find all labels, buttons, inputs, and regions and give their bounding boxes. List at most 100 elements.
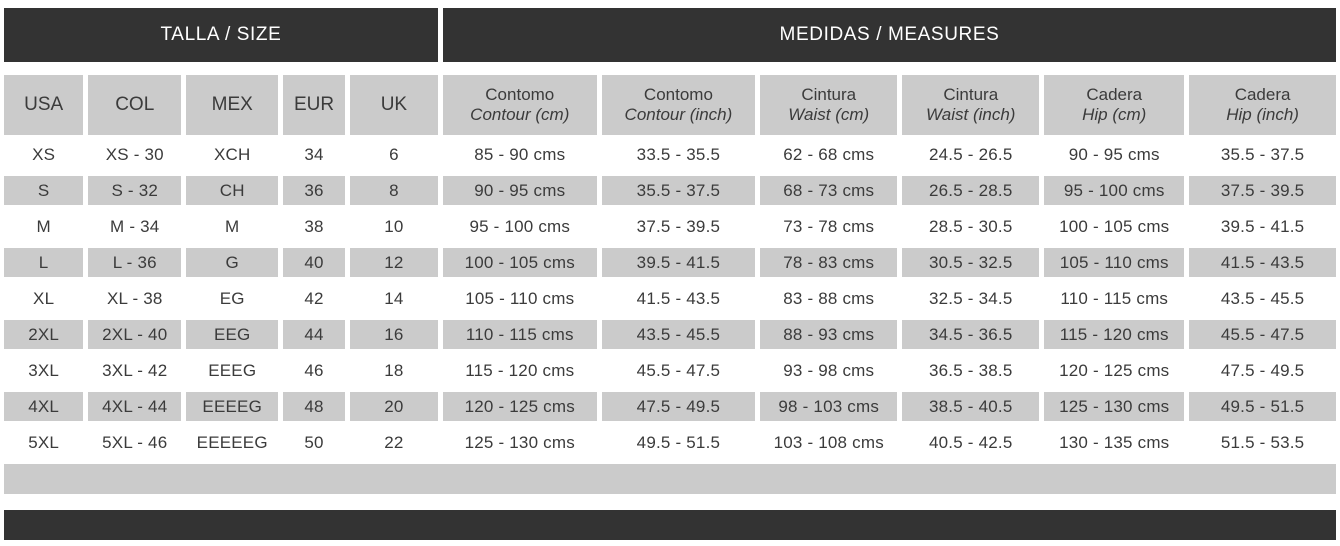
table-cell: 95 - 100 cms xyxy=(469,216,571,236)
column-header-label: Cadera xyxy=(1234,85,1291,104)
table-cell: 36 xyxy=(283,176,345,205)
table-cell: 85 - 90 cms xyxy=(474,144,566,164)
column-header-label: UK xyxy=(380,94,408,115)
column-header-col: COL xyxy=(88,75,182,135)
table-cell: 47.5 - 49.5 xyxy=(601,392,756,421)
table-cell: 98 - 103 cms xyxy=(760,392,898,421)
table-cell: 32.5 - 34.5 xyxy=(929,288,1013,308)
table-cell: 73 - 78 cms xyxy=(783,216,875,236)
table-row: 3XL 3XL - 42 EEEG 46 18 115 - 120 cms 45.5 - 4… xyxy=(4,356,1336,385)
table-cell: 120 - 125 cms xyxy=(1059,360,1170,380)
table-row: XS XS - 30 XCH 34 6 85 - 90 cms 33.5 - 35.5 62 … xyxy=(4,140,1336,169)
table-row: 4XL 4XL - 44 EEEEG 48 20 120 - 125 cms 47.5 - … xyxy=(4,392,1336,421)
table-cell: 30.5 - 32.5 xyxy=(902,248,1040,277)
column-header-hip-cm: Cadera Hip (cm) xyxy=(1044,75,1185,135)
table-cell: EEEEG xyxy=(186,392,279,421)
table-cell: 103 - 108 cms xyxy=(773,432,884,452)
table-cell: XS - 30 xyxy=(105,144,164,164)
table-cell: S xyxy=(4,176,84,205)
table-cell: 46 xyxy=(304,360,324,380)
table-cell: 28.5 - 30.5 xyxy=(929,216,1013,236)
column-header-label: COL xyxy=(115,94,155,115)
table-cell: 26.5 - 28.5 xyxy=(902,176,1040,205)
table-cell: 6 xyxy=(389,144,399,164)
table-cell: 12 xyxy=(349,248,438,277)
table-cell: 44 xyxy=(283,320,345,349)
column-header-label: EUR xyxy=(293,94,335,115)
table-cell: 51.5 - 53.5 xyxy=(1220,432,1305,452)
table-cell: 16 xyxy=(349,320,438,349)
column-header-usa: USA xyxy=(4,75,84,135)
column-header-eur: EUR xyxy=(283,75,345,135)
table-cell: 24.5 - 26.5 xyxy=(929,144,1013,164)
table-cell: EEEEEG xyxy=(196,432,268,452)
table-cell: 42 xyxy=(304,288,324,308)
table-cell: 49.5 - 51.5 xyxy=(636,432,721,452)
table-cell: XS xyxy=(32,144,56,164)
table-cell: EG xyxy=(219,288,245,308)
column-header-sublabel: Contour (cm) xyxy=(470,105,570,124)
table-cell: 105 - 110 cms xyxy=(1044,248,1185,277)
table-body: XS XS - 30 XCH 34 6 85 - 90 cms 33.5 - 35.5 62 … xyxy=(4,140,1336,457)
table-cell: 90 - 95 cms xyxy=(1068,144,1160,164)
table-cell: 115 - 120 cms xyxy=(465,360,575,380)
table-cell: 38.5 - 40.5 xyxy=(902,392,1040,421)
table-cell: 90 - 95 cms xyxy=(442,176,597,205)
table-cell: 8 xyxy=(349,176,438,205)
column-header-waist-inch: Cintura Waist (inch) xyxy=(902,75,1040,135)
column-header-sublabel: Hip (cm) xyxy=(1082,105,1147,124)
table-cell: 41.5 - 43.5 xyxy=(1189,248,1336,277)
table-cell: M - 34 xyxy=(110,216,160,236)
table-cell: 78 - 83 cms xyxy=(760,248,898,277)
table-cell: 34.5 - 36.5 xyxy=(902,320,1040,349)
table-cell: 35.5 - 37.5 xyxy=(601,176,756,205)
table-cell: 4XL xyxy=(4,392,84,421)
table-cell: 39.5 - 41.5 xyxy=(1220,216,1305,236)
table-cell: 38 xyxy=(304,216,324,236)
table-cell: 10 xyxy=(384,216,404,236)
column-header-label: USA xyxy=(24,94,64,115)
column-header-sublabel: Waist (cm) xyxy=(788,105,870,124)
table-cell: 34 xyxy=(304,144,324,164)
table-cell: 83 - 88 cms xyxy=(783,288,875,308)
table-cell: 3XL xyxy=(28,360,60,380)
table-cell: 62 - 68 cms xyxy=(783,144,875,164)
table-cell: 22 xyxy=(384,432,404,452)
table-cell: EEEG xyxy=(208,360,257,380)
table-cell: 45.5 - 47.5 xyxy=(1189,320,1336,349)
table-cell: CH xyxy=(186,176,279,205)
column-header-label: MEX xyxy=(211,94,253,115)
column-header-label: Cadera xyxy=(1086,85,1143,104)
table-cell: 39.5 - 41.5 xyxy=(601,248,756,277)
header-band-row: TALLA / SIZE MEDIDAS / MEASURES xyxy=(4,8,1336,62)
column-header-label: Contomo xyxy=(485,85,555,104)
column-header-hip-inch: Cadera Hip (inch) xyxy=(1189,75,1336,135)
table-cell: 100 - 105 cms xyxy=(1059,216,1170,236)
table-cell: 115 - 120 cms xyxy=(1044,320,1185,349)
table-cell: 43.5 - 45.5 xyxy=(1220,288,1305,308)
table-cell: 35.5 - 37.5 xyxy=(1220,144,1305,164)
table-cell: 120 - 125 cms xyxy=(442,392,597,421)
column-header-contour-cm: Contomo Contour (cm) xyxy=(442,75,597,135)
table-cell: 2XL xyxy=(4,320,84,349)
table-cell: 50 xyxy=(304,432,324,452)
table-row: 5XL 5XL - 46 EEEEEG 50 22 125 - 130 cms 49.5 -… xyxy=(4,428,1336,457)
table-cell: 43.5 - 45.5 xyxy=(601,320,756,349)
table-cell: EEG xyxy=(186,320,279,349)
medidas-measures-label: MEDIDAS / MEASURES xyxy=(779,24,1000,45)
column-header-sublabel: Waist (inch) xyxy=(926,105,1016,124)
table-cell: G xyxy=(186,248,279,277)
table-row: XL XL - 38 EG 42 14 105 - 110 cms 41.5 - 43.5 8… xyxy=(4,284,1336,313)
table-cell: 5XL xyxy=(28,432,60,452)
table-cell: 37.5 - 39.5 xyxy=(1189,176,1336,205)
table-cell: 20 xyxy=(349,392,438,421)
table-cell: XCH xyxy=(213,144,251,164)
talla-size-label: TALLA / SIZE xyxy=(160,24,282,45)
table-cell: 68 - 73 cms xyxy=(760,176,898,205)
footer-spacer-bar xyxy=(4,464,1336,494)
table-cell: 14 xyxy=(384,288,404,308)
table-cell: 110 - 115 cms xyxy=(442,320,597,349)
